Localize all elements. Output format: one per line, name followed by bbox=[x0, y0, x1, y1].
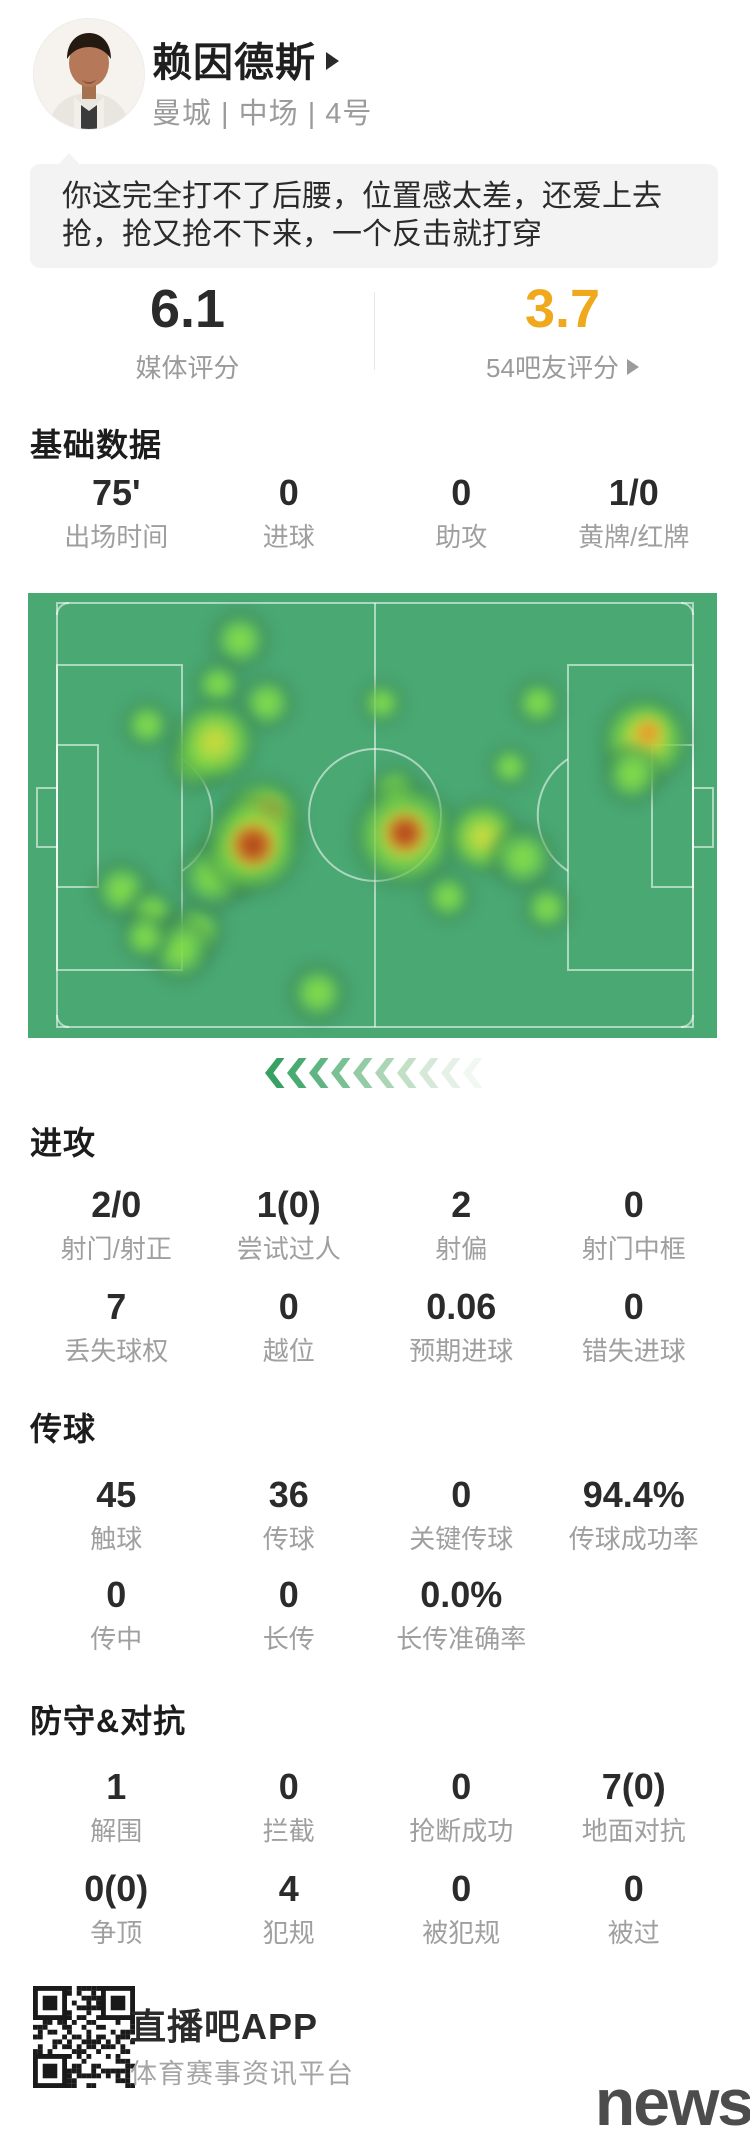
stat-cell: 45 触球 bbox=[90, 1474, 143, 1554]
heat-blob bbox=[512, 677, 564, 729]
player-avatar bbox=[33, 18, 145, 130]
stat-cell: 0 被犯规 bbox=[422, 1868, 501, 1948]
player-name-link[interactable]: 赖因德斯 bbox=[152, 30, 339, 88]
stat-cell: 2 射偏 bbox=[435, 1184, 488, 1264]
stat-cell: 94.4% 传球成功率 bbox=[568, 1474, 699, 1554]
heat-blob bbox=[600, 743, 664, 807]
stat-cell: 36 传球 bbox=[262, 1474, 315, 1554]
passing-stats-row-2: 0 传中 0 长传 0.0% 长传准确率 bbox=[30, 1574, 720, 1656]
stat-cell: 1 解围 bbox=[90, 1766, 143, 1846]
fans-rating-value: 3.7 bbox=[524, 279, 601, 339]
stat-cell: 75' 出场时间 bbox=[64, 472, 169, 552]
stat-cell: 4 犯规 bbox=[262, 1868, 315, 1948]
passing-stats-row-1: 45 触球 36 传球 0 关键传球 94.4% 传球成功率 bbox=[30, 1474, 720, 1556]
qr-code-pattern bbox=[33, 1986, 135, 2088]
heat-blob bbox=[170, 697, 260, 787]
stat-cell: 7 丢失球权 bbox=[64, 1286, 169, 1366]
attack-stats-row-2: 7 丢失球权 0 越位 0.06 预期进球 0 错失进球 bbox=[30, 1286, 720, 1368]
heat-blob bbox=[489, 824, 557, 892]
stat-cell: 0 进球 bbox=[262, 472, 315, 552]
stat-cell: 0 传中 bbox=[90, 1574, 143, 1654]
media-rating-value: 6.1 bbox=[149, 279, 226, 339]
heat-blob bbox=[422, 871, 474, 923]
player-team-position: 曼城 | 中场 | 4号 bbox=[152, 98, 373, 130]
heat-blob bbox=[521, 882, 573, 934]
app-tagline: 体育赛事资讯平台 bbox=[130, 2059, 354, 2089]
heat-blob bbox=[229, 821, 277, 869]
stat-cell: 0 被过 bbox=[607, 1868, 660, 1948]
stat-cell: 0(0) 争顶 bbox=[84, 1868, 149, 1948]
section-title-basic: 基础数据 bbox=[30, 427, 163, 463]
fans-arrow-icon bbox=[626, 358, 639, 375]
attack-stats-row-1: 2/0 射门/射正 1(0) 尝试过人 2 射偏 0 射门中框 bbox=[30, 1184, 720, 1266]
stat-cell: 0 越位 bbox=[262, 1286, 315, 1366]
stat-cell: 0 拦截 bbox=[262, 1766, 315, 1846]
heatmap-blob-layer bbox=[28, 593, 717, 1038]
ratings-divider bbox=[374, 292, 375, 370]
stat-cell: 0.0% 长传准确率 bbox=[396, 1574, 527, 1654]
heat-blob bbox=[358, 679, 406, 727]
heat-blob bbox=[286, 961, 350, 1025]
basic-stats-row: 75' 出场时间 0 进球 0 助攻 1/0 黄牌/红牌 bbox=[30, 472, 720, 554]
chevron-divider bbox=[265, 1058, 485, 1088]
stat-cell: 2/0 射门/射正 bbox=[60, 1184, 172, 1264]
media-rating: 6.1 媒体评分 bbox=[0, 280, 375, 385]
heat-blob bbox=[486, 743, 534, 791]
pitch-heatmap bbox=[28, 593, 717, 1038]
player-name: 赖因德斯 bbox=[152, 41, 316, 85]
news-logo: news bbox=[594, 2065, 750, 2133]
section-title-defense: 防守&对抗 bbox=[30, 1703, 187, 1739]
pitch-lines bbox=[36, 602, 714, 1028]
stat-cell: 0 射门中框 bbox=[581, 1184, 686, 1264]
stat-cell: 0 错失进球 bbox=[581, 1286, 686, 1366]
defense-stats-row-2: 0(0) 争顶 4 犯规 0 被犯规 0 被过 bbox=[30, 1868, 720, 1950]
stat-cell: 1(0) 尝试过人 bbox=[236, 1184, 341, 1264]
stat-cell: 7(0) 地面对抗 bbox=[581, 1766, 686, 1846]
avatar-illustration bbox=[34, 19, 144, 129]
section-title-passing: 传球 bbox=[30, 1411, 97, 1447]
section-title-attack: 进攻 bbox=[30, 1125, 97, 1161]
chevron-icon bbox=[463, 1058, 483, 1088]
defense-stats-row-1: 1 解围 0 拦截 0 抢断成功 7(0) 地面对抗 bbox=[30, 1766, 720, 1848]
stat-cell: 0 长传 bbox=[262, 1574, 315, 1654]
name-arrow-icon bbox=[326, 52, 339, 70]
qr-code bbox=[33, 1986, 135, 2088]
ratings-block: 6.1 媒体评分 3.7 54吧友评分 bbox=[0, 280, 750, 385]
stat-cell: 0 抢断成功 bbox=[409, 1766, 514, 1846]
heat-blob bbox=[119, 911, 171, 963]
comment-bubble: 你这完全打不了后腰，位置感太差，还爱上去抢，抢又抢不下来，一个反击就打穿 bbox=[30, 153, 718, 268]
stat-cell: 0 关键传球 bbox=[409, 1474, 514, 1554]
fans-rating[interactable]: 3.7 54吧友评分 bbox=[375, 280, 750, 385]
heat-blob bbox=[121, 699, 173, 751]
stat-cell: 0 助攻 bbox=[435, 472, 488, 552]
stat-cell: 1/0 黄牌/红牌 bbox=[578, 472, 690, 552]
heat-blob bbox=[384, 812, 426, 854]
fans-rating-label[interactable]: 54吧友评分 bbox=[375, 348, 750, 385]
app-name: 直播吧APP bbox=[130, 2006, 319, 2047]
media-rating-label: 媒体评分 bbox=[135, 353, 240, 383]
stat-cell: 0.06 预期进球 bbox=[409, 1286, 514, 1366]
